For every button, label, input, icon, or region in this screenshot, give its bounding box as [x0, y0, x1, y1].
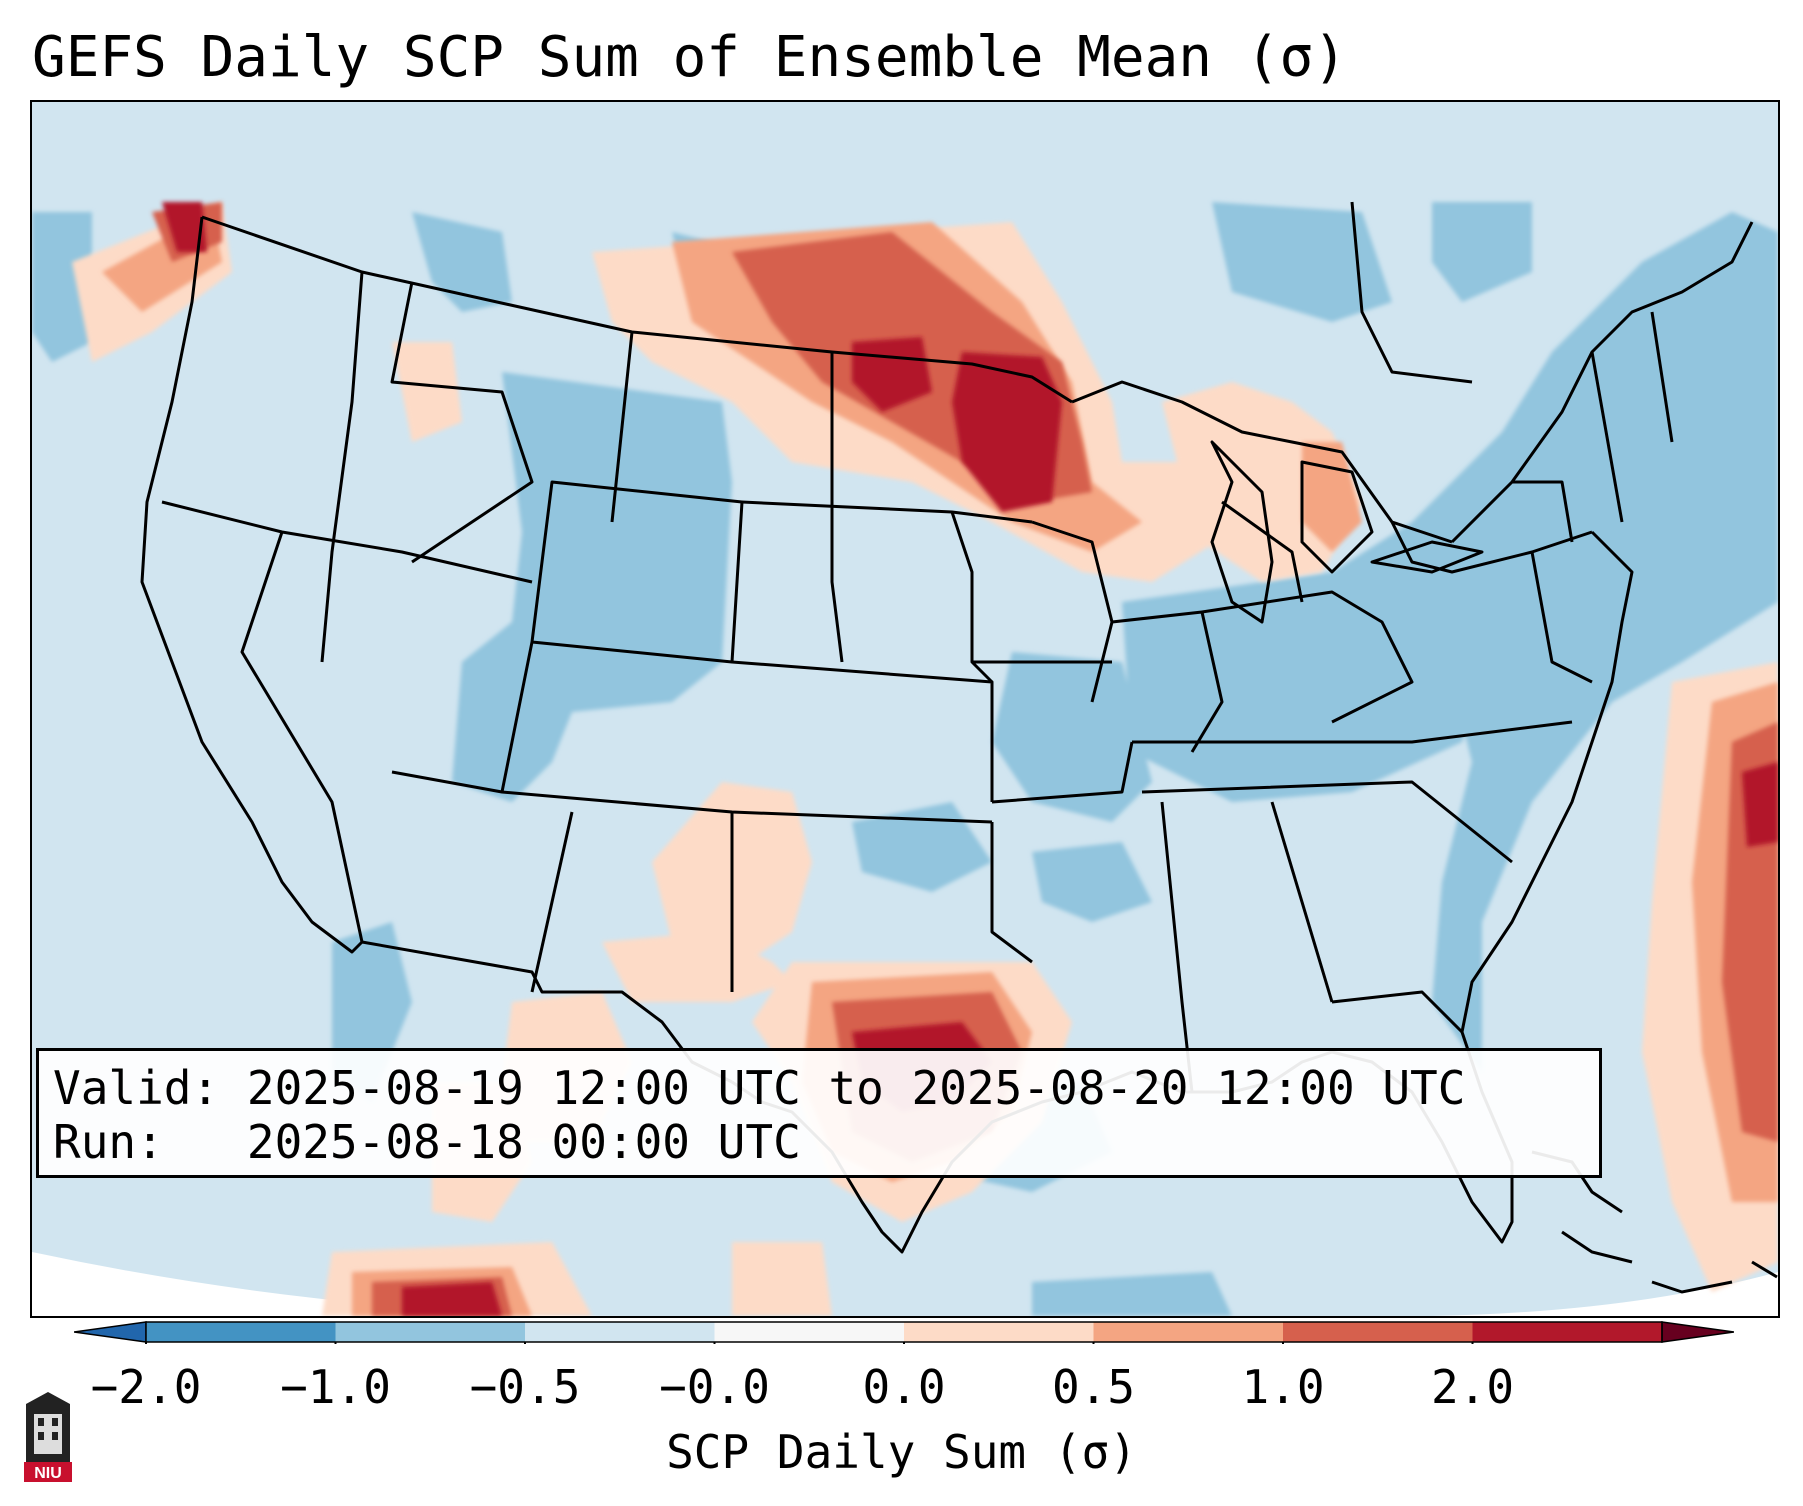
colorbar-tick-label: 0.0	[862, 1360, 946, 1414]
colorbar-segment	[146, 1322, 336, 1342]
chart-title: GEFS Daily SCP Sum of Ensemble Mean (σ)	[32, 25, 1347, 90]
valid-label: Valid:	[53, 1061, 220, 1115]
colorbar-tick-label: 2.0	[1430, 1360, 1515, 1414]
colorbar-segment	[335, 1322, 525, 1342]
colorbar-extend-high	[1661, 1321, 1734, 1343]
run-label: Run:	[53, 1115, 164, 1169]
svg-text:NIU: NIU	[34, 1465, 62, 1482]
colorbar-tick-label: 1.0	[1241, 1360, 1325, 1414]
colorbar-segment	[1093, 1322, 1283, 1342]
run-value: 2025-08-18 00:00 UTC	[246, 1115, 801, 1169]
valid-value: 2025-08-19 12:00 UTC to 2025-08-20 12:00…	[246, 1061, 1466, 1115]
colorbar-segment	[904, 1322, 1094, 1342]
colorbar-tick-label: 0.5	[1051, 1360, 1136, 1414]
colorbar-tick-label: −1.0	[280, 1360, 391, 1414]
niu-logo: NIU	[24, 1392, 72, 1482]
colorbar-label: SCP Daily Sum (σ)	[666, 1425, 1137, 1479]
colorbar-tick-label: −0.5	[469, 1360, 581, 1414]
colorbar-segment	[1283, 1322, 1473, 1342]
colorbar	[74, 1321, 1734, 1344]
colorbar-segment	[1472, 1322, 1662, 1342]
political-boundaries	[140, 201, 1754, 1254]
colorbar-tick-label: −2.0	[90, 1360, 202, 1414]
colorbar-segment	[714, 1322, 904, 1342]
colorbar-tick-label: −0.0	[659, 1360, 770, 1414]
colorbar-segment	[525, 1322, 715, 1342]
projection-edge-right	[1432, 1272, 1778, 1316]
colorbar-extend-low	[74, 1321, 147, 1343]
projection-edge-left	[32, 1252, 632, 1316]
validity-info-box: Valid: 2025-08-19 12:00 UTC to 2025-08-2…	[36, 1048, 1602, 1178]
